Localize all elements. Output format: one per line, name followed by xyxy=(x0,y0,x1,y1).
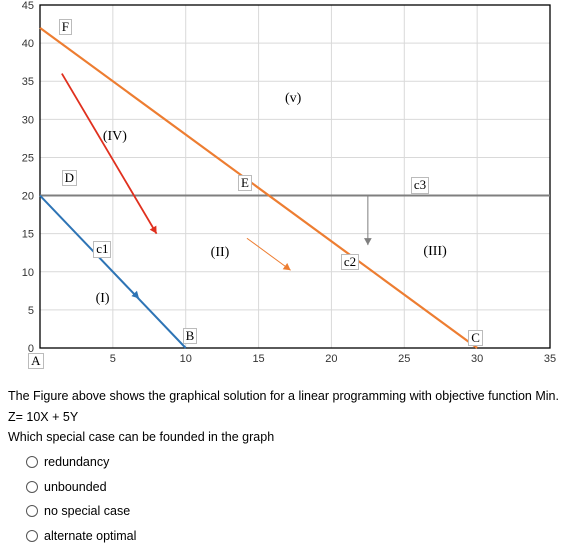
svg-text:25: 25 xyxy=(22,152,34,164)
region-label: (II) xyxy=(211,245,230,261)
option-unbounded[interactable]: unbounded xyxy=(26,477,562,498)
option-label: no special case xyxy=(44,501,130,522)
question-text-1: The Figure above shows the graphical sol… xyxy=(8,386,562,427)
svg-text:20: 20 xyxy=(325,353,337,365)
option-redundancy[interactable]: redundancy xyxy=(26,452,562,473)
svg-text:30: 30 xyxy=(471,353,483,365)
svg-text:30: 30 xyxy=(22,114,34,126)
region-label: (IV) xyxy=(103,129,127,145)
svg-text:5: 5 xyxy=(28,305,34,317)
svg-text:35: 35 xyxy=(544,353,556,365)
constraint-label: c3 xyxy=(411,177,429,193)
question-text-2: Which special case can be founded in the… xyxy=(8,427,562,448)
svg-text:45: 45 xyxy=(22,0,34,12)
radio-icon[interactable] xyxy=(26,456,38,468)
constraint-label: c1 xyxy=(93,241,111,257)
point-label: D xyxy=(62,170,77,186)
chart-svg: 05101520253035051015202530354045 xyxy=(0,0,560,370)
point-label: A xyxy=(28,353,43,369)
option-label: alternate optimal xyxy=(44,526,136,546)
option-label: unbounded xyxy=(44,477,107,498)
svg-text:10: 10 xyxy=(22,267,34,279)
point-label: C xyxy=(468,330,483,346)
radio-icon[interactable] xyxy=(26,530,38,542)
point-label: B xyxy=(183,328,198,344)
radio-icon[interactable] xyxy=(26,505,38,517)
svg-text:40: 40 xyxy=(22,38,34,50)
point-label: E xyxy=(238,175,252,191)
radio-icon[interactable] xyxy=(26,481,38,493)
svg-text:5: 5 xyxy=(110,353,116,365)
region-label: (I) xyxy=(96,291,110,307)
option-label: redundancy xyxy=(44,452,109,473)
svg-text:15: 15 xyxy=(252,353,264,365)
svg-text:25: 25 xyxy=(398,353,410,365)
svg-text:35: 35 xyxy=(22,76,34,88)
options-list: redundancy unbounded no special case alt… xyxy=(8,452,562,546)
constraint-label: c2 xyxy=(341,254,359,270)
point-label: F xyxy=(59,19,72,35)
region-label: (v) xyxy=(285,91,301,107)
svg-text:20: 20 xyxy=(22,191,34,203)
svg-text:15: 15 xyxy=(22,229,34,241)
svg-text:10: 10 xyxy=(180,353,192,365)
region-label: (III) xyxy=(423,244,446,260)
chart-area: 05101520253035051015202530354045 FDEABCc… xyxy=(0,0,560,370)
option-alternate-optimal[interactable]: alternate optimal xyxy=(26,526,562,546)
question-block: The Figure above shows the graphical sol… xyxy=(0,382,570,546)
option-no-special-case[interactable]: no special case xyxy=(26,501,562,522)
